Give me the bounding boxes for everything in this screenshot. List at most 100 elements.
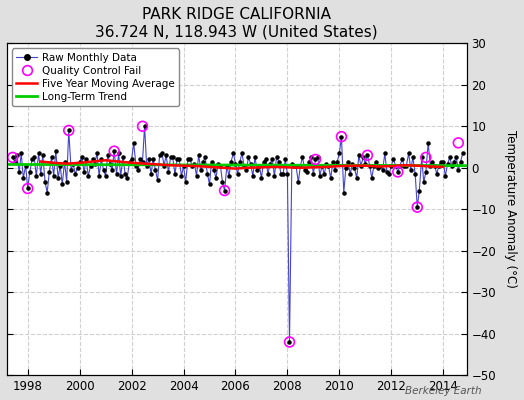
Point: [199, 158, 207, 165]
Point: [24, 185, 32, 192]
Point: [184, 156, 192, 163]
Point: [331, 167, 339, 173]
Point: [437, 158, 445, 165]
Point: [91, 160, 99, 167]
Point: [45, 169, 53, 175]
Point: [396, 162, 404, 169]
Point: [355, 152, 363, 158]
Point: [452, 154, 461, 160]
Point: [26, 169, 34, 175]
Point: [238, 150, 246, 156]
Point: [62, 179, 71, 186]
Point: [361, 160, 369, 167]
Point: [93, 150, 101, 156]
Point: [443, 160, 452, 167]
Point: [368, 175, 376, 181]
Point: [175, 156, 183, 163]
Point: [257, 175, 266, 181]
Point: [71, 171, 80, 177]
Point: [279, 171, 287, 177]
Point: [214, 160, 222, 167]
Point: [127, 156, 136, 163]
Point: [134, 167, 143, 173]
Point: [78, 154, 86, 160]
Point: [389, 156, 398, 163]
Point: [89, 156, 97, 163]
Point: [337, 134, 346, 140]
Point: [162, 152, 170, 158]
Point: [56, 162, 64, 169]
Point: [60, 158, 69, 165]
Point: [253, 167, 261, 173]
Point: [160, 162, 168, 169]
Point: [212, 175, 220, 181]
Point: [391, 162, 400, 169]
Point: [100, 167, 108, 173]
Point: [119, 154, 127, 160]
Point: [441, 173, 450, 179]
Point: [329, 158, 337, 165]
Point: [255, 162, 264, 169]
Point: [350, 164, 358, 171]
Point: [402, 162, 410, 169]
Point: [422, 169, 430, 175]
Point: [171, 171, 179, 177]
Point: [15, 169, 24, 175]
Point: [415, 187, 423, 194]
Point: [51, 148, 60, 154]
Point: [326, 175, 335, 181]
Point: [264, 171, 272, 177]
Point: [244, 154, 253, 160]
Point: [116, 173, 125, 179]
Point: [445, 154, 454, 160]
Point: [420, 179, 428, 186]
Point: [177, 173, 185, 179]
Point: [32, 173, 40, 179]
Point: [104, 152, 112, 158]
Point: [37, 171, 45, 177]
Point: [73, 164, 82, 171]
Point: [301, 167, 309, 173]
Point: [165, 169, 173, 175]
Point: [192, 173, 201, 179]
Point: [270, 173, 279, 179]
Point: [190, 160, 199, 167]
Point: [201, 154, 209, 160]
Point: [318, 162, 326, 169]
Point: [82, 156, 90, 163]
Point: [210, 167, 218, 173]
Point: [357, 162, 365, 169]
Point: [64, 127, 73, 134]
Point: [456, 158, 465, 165]
Point: [434, 162, 443, 169]
Point: [242, 167, 250, 173]
Point: [340, 190, 348, 196]
Point: [387, 162, 396, 169]
Point: [151, 167, 160, 173]
Point: [272, 154, 281, 160]
Point: [251, 154, 259, 160]
Point: [383, 169, 391, 175]
Point: [400, 162, 409, 169]
Point: [181, 179, 190, 186]
Point: [28, 156, 36, 163]
Point: [58, 181, 67, 188]
Point: [110, 148, 118, 154]
Point: [95, 173, 103, 179]
Point: [294, 179, 302, 186]
Point: [8, 154, 17, 160]
Point: [86, 162, 95, 169]
Point: [147, 171, 155, 177]
Point: [13, 152, 21, 158]
Point: [335, 150, 344, 156]
Point: [168, 154, 177, 160]
Y-axis label: Temperature Anomaly (°C): Temperature Anomaly (°C): [504, 130, 517, 288]
Point: [428, 158, 436, 165]
Point: [112, 171, 121, 177]
Point: [233, 171, 242, 177]
Point: [447, 162, 456, 169]
Point: [10, 158, 19, 165]
Point: [413, 204, 421, 210]
Point: [223, 162, 231, 169]
Point: [422, 154, 430, 160]
